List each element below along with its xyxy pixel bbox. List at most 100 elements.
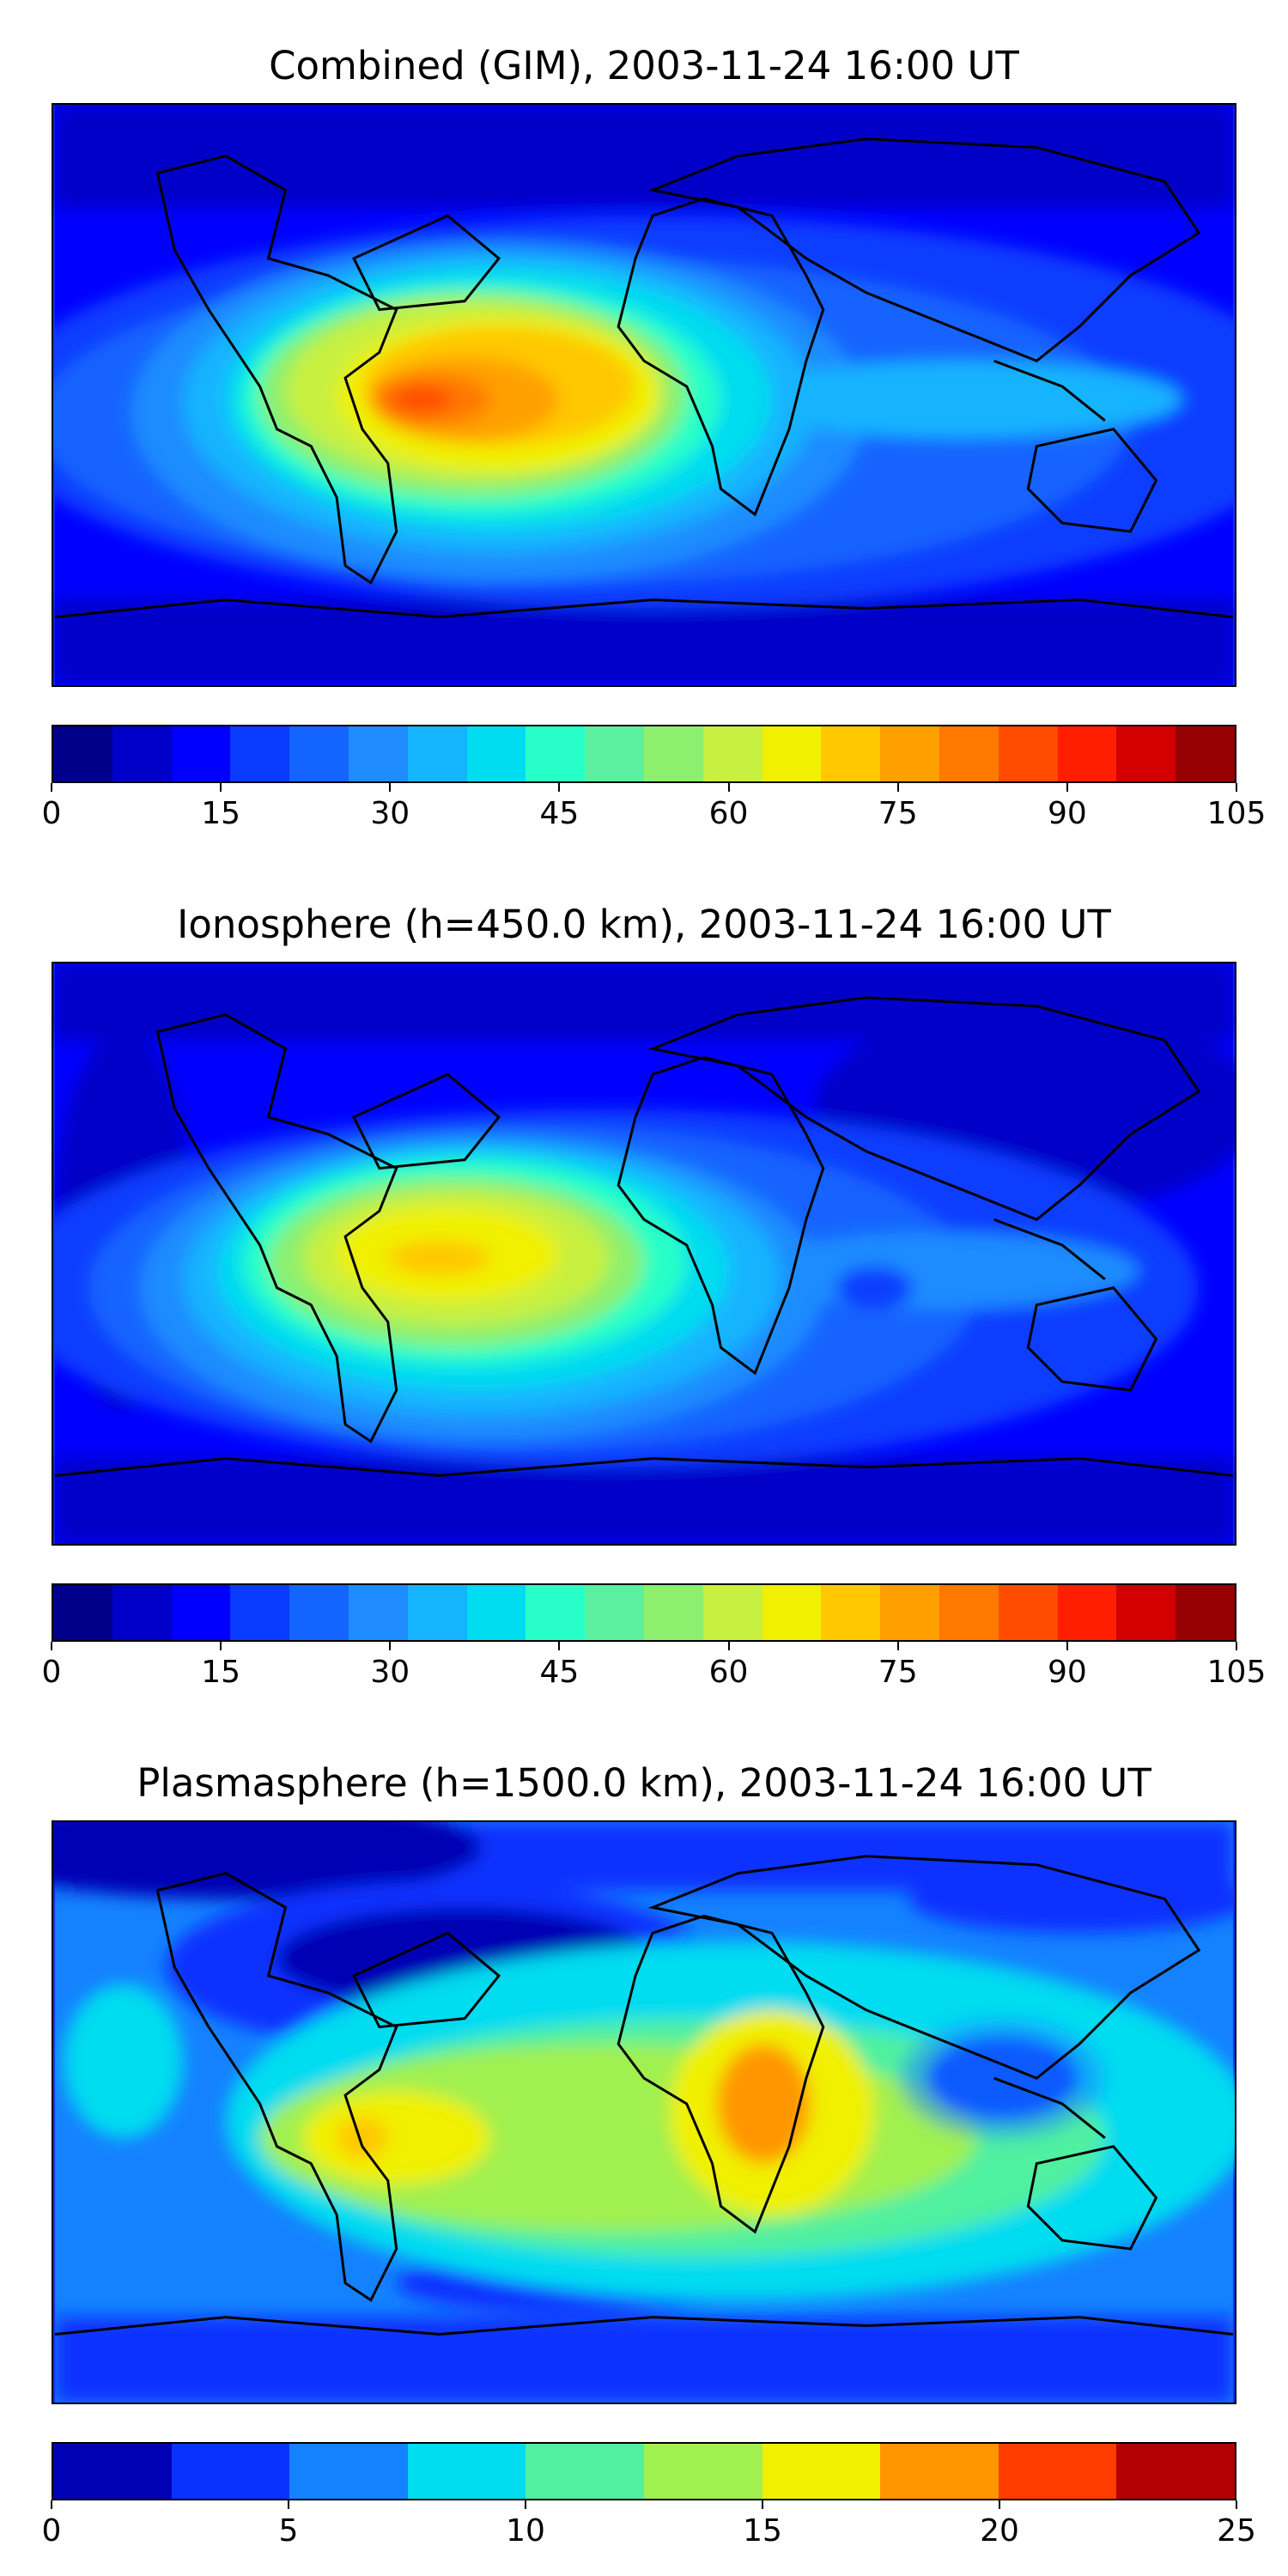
colorbar-segment <box>702 726 762 781</box>
colorbar-segment <box>348 726 408 781</box>
colorbar-segment <box>1176 1585 1235 1640</box>
panel-3-map <box>52 1820 1236 2404</box>
colorbar-segment <box>880 726 939 781</box>
colorbar-tick <box>220 1642 222 1650</box>
colorbar-tick <box>762 2500 763 2509</box>
panel-3-contour-map <box>53 1822 1235 2403</box>
colorbar-tick <box>389 783 392 792</box>
colorbar-segment <box>998 1585 1058 1640</box>
colorbar-tick-label: 0 <box>41 1655 62 1690</box>
colorbar-segment <box>1116 726 1176 781</box>
colorbar-tick-label: 105 <box>1206 796 1267 831</box>
colorbar-tick-label: 90 <box>1047 796 1087 831</box>
colorbar-segment <box>230 726 290 781</box>
panel-2-map <box>52 962 1236 1546</box>
colorbar-tick <box>1236 1642 1237 1650</box>
colorbar-segment <box>762 1585 822 1640</box>
colorbar-segment <box>939 1585 999 1640</box>
colorbar-tick-label: 105 <box>1206 1655 1267 1690</box>
colorbar-tick-label: 30 <box>370 796 410 831</box>
colorbar-tick-label: 25 <box>1217 2513 1256 2549</box>
colorbar-tick-label: 90 <box>1047 1655 1087 1690</box>
panel-1-contour-map <box>53 105 1235 685</box>
panel-1-colorbar <box>52 725 1236 783</box>
colorbar-segment <box>1176 726 1235 781</box>
panel-1-map <box>52 103 1236 687</box>
colorbar-segment <box>1057 1585 1117 1640</box>
colorbar-segment <box>762 2444 881 2499</box>
colorbar-segment <box>939 726 999 781</box>
colorbar-segment <box>643 726 703 781</box>
colorbar-segment <box>112 1585 172 1640</box>
colorbar-segment <box>526 2444 644 2499</box>
panel-3-colorbar-ticks: 0 5 10 15 20 25 <box>42 2500 1256 2552</box>
panel-2-title: Ionosphere (h=450.0 km), 2003-11-24 16:0… <box>177 902 1111 947</box>
colorbar-segment <box>112 726 172 781</box>
colorbar-segment <box>466 1585 526 1640</box>
colorbar-tick-label: 10 <box>506 2513 545 2549</box>
panel-2-colorbar-ticks: 0 15 30 45 60 75 90 105 <box>42 1642 1266 1693</box>
colorbar-tick-label: 45 <box>539 1655 580 1690</box>
colorbar-tick <box>51 783 52 792</box>
colorbar-tick-label: 0 <box>41 796 62 831</box>
colorbar-segment <box>880 1585 939 1640</box>
colorbar-segment <box>998 726 1058 781</box>
colorbar-tick <box>1236 783 1237 792</box>
colorbar-segment <box>289 726 349 781</box>
colorbar-segment <box>289 1585 349 1640</box>
colorbar-tick-label: 0 <box>41 2513 62 2549</box>
panel-1-colorbar-ticks: 0 15 30 45 60 75 90 105 <box>42 783 1266 835</box>
colorbar-segment <box>585 726 644 781</box>
colorbar-tick <box>525 2500 526 2509</box>
colorbar-tick-label: 30 <box>370 1655 410 1690</box>
colorbar-tick <box>1066 1642 1068 1650</box>
panel-3-title: Plasmasphere (h=1500.0 km), 2003-11-24 1… <box>137 1760 1151 1806</box>
colorbar-segment <box>53 726 112 781</box>
colorbar-segment <box>171 726 231 781</box>
colorbar-tick <box>727 783 730 792</box>
panel-1-coastlines <box>54 137 1234 618</box>
colorbar-tick-label: 75 <box>878 796 918 831</box>
colorbar-segment <box>53 2444 172 2499</box>
panel-2-contour-map <box>53 963 1235 1544</box>
colorbar-segment <box>526 1585 586 1640</box>
colorbar-tick <box>288 2500 289 2509</box>
colorbar-segment <box>1116 1585 1176 1640</box>
panel-2-colorbar <box>52 1583 1236 1642</box>
colorbar-tick-label: 60 <box>708 1655 749 1690</box>
colorbar-segment <box>526 726 586 781</box>
panel-3-coastlines <box>54 1855 1234 2336</box>
colorbar-segment <box>1057 726 1117 781</box>
colorbar-tick-label: 15 <box>201 796 241 831</box>
colorbar-segment <box>643 2444 762 2499</box>
colorbar-tick-label: 5 <box>278 2513 299 2549</box>
colorbar-tick-label: 15 <box>743 2513 782 2549</box>
colorbar-tick <box>896 783 899 792</box>
colorbar-tick <box>558 783 561 792</box>
colorbar-segment <box>880 2444 999 2499</box>
colorbar-tick <box>220 783 222 792</box>
colorbar-segment <box>407 726 467 781</box>
colorbar-tick <box>999 2500 1000 2509</box>
colorbar-tick-label: 15 <box>201 1655 241 1690</box>
colorbar-segment <box>702 1585 762 1640</box>
colorbar-tick <box>896 1642 899 1650</box>
panel-1-title: Combined (GIM), 2003-11-24 16:00 UT <box>269 43 1019 88</box>
colorbar-tick <box>727 1642 730 1650</box>
colorbar-segment <box>821 1585 881 1640</box>
colorbar-tick <box>558 1642 561 1650</box>
colorbar-segment <box>348 1585 408 1640</box>
colorbar-segment <box>821 726 881 781</box>
colorbar-segment <box>407 1585 467 1640</box>
colorbar-segment <box>585 1585 644 1640</box>
colorbar-segment <box>1116 2444 1235 2499</box>
panel-2-coastlines <box>54 996 1234 1477</box>
colorbar-tick <box>389 1642 392 1650</box>
colorbar-tick <box>1066 783 1068 792</box>
colorbar-tick-label: 60 <box>708 796 749 831</box>
colorbar-segment <box>171 2444 290 2499</box>
colorbar-tick <box>51 2500 52 2509</box>
colorbar-tick <box>51 1642 52 1650</box>
colorbar-segment <box>230 1585 290 1640</box>
colorbar-segment <box>643 1585 703 1640</box>
